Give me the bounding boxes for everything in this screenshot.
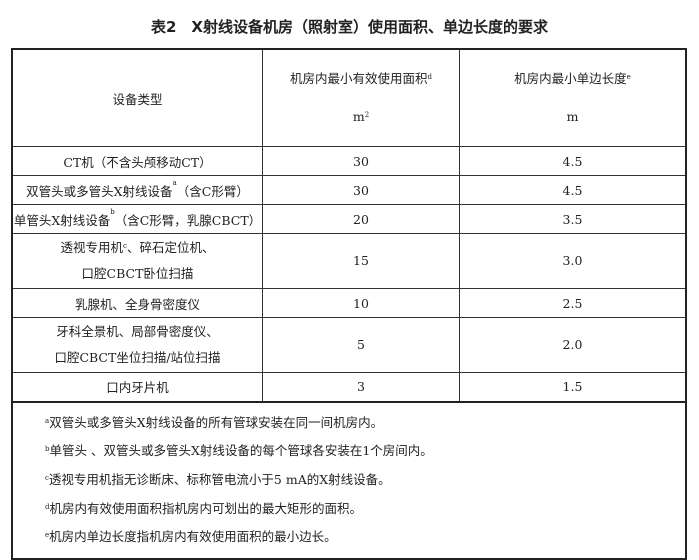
footnote-text: 透视专用机指无诊断床、标称管电流小于5 mA的X射线设备。 (48, 471, 391, 487)
footnote-mark: a (45, 416, 50, 425)
table-row: 单管头X射线设备b（含C形臂，乳腺CBCT） 20 3.5 (11, 204, 687, 234)
equipment-type: 单管头X射线设备b（含C形臂，乳腺CBCT） (11, 204, 263, 234)
footnote: a双管头或多管头X射线设备的所有管球安装在同一间机房内。 (45, 409, 685, 438)
equipment-type: 乳腺机、全身骨密度仪 (11, 288, 263, 318)
type-text: （含C形臂） (176, 183, 249, 199)
min-length: 4.5 (459, 146, 687, 176)
table-row: 口内牙片机 3 1.5 (11, 372, 687, 402)
footnote-mark: c (45, 473, 49, 482)
footnote-mark: c (123, 242, 127, 250)
header-equipment-type: 设备类型 (11, 48, 263, 147)
min-length: 1.5 (459, 372, 687, 402)
min-length: 4.5 (459, 175, 687, 205)
type-text: （含C形臂，乳腺CBCT） (114, 212, 262, 228)
type-text: 双管头或多管头X射线设备 (26, 183, 173, 199)
footnote-mark: e (45, 531, 50, 540)
type-text: 、碎石定位机、 (126, 240, 215, 255)
equipment-type: 双管头或多管头X射线设备a（含C形臂） (11, 175, 263, 205)
footnote-mark: a (172, 178, 177, 187)
type-text: 单管头X射线设备 (13, 212, 111, 228)
footnote: b单管头 、双管头或多管头X射线设备的每个管球各安装在1个房间内。 (45, 437, 685, 466)
type-text: 牙科全景机、局部骨密度仪、 (56, 324, 219, 339)
equipment-type: 口内牙片机 (11, 372, 263, 402)
min-area: 20 (262, 204, 460, 234)
min-area: 30 (262, 175, 460, 205)
equipment-type: CT机（不含头颅移动CT） (11, 146, 263, 176)
table-row: 乳腺机、全身骨密度仪 10 2.5 (11, 288, 687, 318)
table-header-row: 设备类型 机房内最小有效使用面积d m2 机房内最小单边长度e m (11, 48, 687, 147)
table-row: CT机（不含头颅移动CT） 30 4.5 (11, 146, 687, 176)
header-min-area: 机房内最小有效使用面积d m2 (262, 48, 460, 147)
min-area: 10 (262, 288, 460, 318)
unit: m (352, 109, 365, 124)
type-text: 透视专用机 (60, 240, 124, 255)
unit-superscript: 2 (364, 111, 370, 119)
footnote-text: 单管头 、双管头或多管头X射线设备的每个管球各安装在1个房间内。 (49, 443, 433, 459)
requirements-table: 设备类型 机房内最小有效使用面积d m2 机房内最小单边长度e m CT机（不含… (11, 48, 687, 560)
table-row: 双管头或多管头X射线设备a（含C形臂） 30 4.5 (11, 175, 687, 205)
footnote-mark: d (45, 502, 50, 511)
footnote-mark: d (427, 73, 432, 81)
footnote: c透视专用机指无诊断床、标称管电流小于5 mA的X射线设备。 (45, 466, 685, 495)
min-length: 2.5 (459, 288, 687, 318)
unit: m (566, 109, 579, 124)
footnote: e机房内单边长度指机房内有效使用面积的最小边长。 (45, 523, 685, 552)
footnote: d机房内有效使用面积指机房内可划出的最大矩形的面积。 (45, 495, 685, 524)
table-title: 表2 X射线设备机房（照射室）使用面积、单边长度的要求 (150, 18, 548, 36)
header-min-length: 机房内最小单边长度e m (459, 48, 687, 147)
footnote-mark: b (45, 445, 50, 454)
type-text: 口腔CBCT卧位扫描 (81, 266, 194, 281)
footnotes-row: a双管头或多管头X射线设备的所有管球安装在同一间机房内。 b单管头 、双管头或多… (11, 400, 687, 560)
equipment-type: 牙科全景机、局部骨密度仪、 口腔CBCT坐位扫描/站位扫描 (11, 317, 263, 373)
min-area: 30 (262, 146, 460, 176)
footnote-mark: b (110, 207, 115, 216)
footnote-text: 双管头或多管头X射线设备的所有管球安装在同一间机房内。 (49, 414, 384, 430)
min-length: 3.0 (459, 233, 687, 289)
header-min-area-label: 机房内最小有效使用面积 (290, 71, 428, 86)
footnote-text: 机房内有效使用面积指机房内可划出的最大矩形的面积。 (49, 500, 362, 516)
footnote-text: 机房内单边长度指机房内有效使用面积的最小边长。 (49, 529, 337, 545)
table-row: 透视专用机c、碎石定位机、口腔CBCT卧位扫描 15 3.0 (11, 233, 687, 289)
table-row: 牙科全景机、局部骨密度仪、 口腔CBCT坐位扫描/站位扫描 5 2.0 (11, 317, 687, 373)
header-min-length-label: 机房内最小单边长度 (514, 71, 627, 86)
footnotes: a双管头或多管头X射线设备的所有管球安装在同一间机房内。 b单管头 、双管头或多… (11, 400, 687, 560)
footnote-mark: e (626, 73, 631, 81)
equipment-type: 透视专用机c、碎石定位机、口腔CBCT卧位扫描 (11, 233, 263, 289)
min-area: 5 (262, 317, 460, 373)
type-text: 口腔CBCT坐位扫描/站位扫描 (54, 350, 221, 365)
min-area: 15 (262, 233, 460, 289)
min-length: 2.0 (459, 317, 687, 373)
min-length: 3.5 (459, 204, 687, 234)
min-area: 3 (262, 372, 460, 402)
